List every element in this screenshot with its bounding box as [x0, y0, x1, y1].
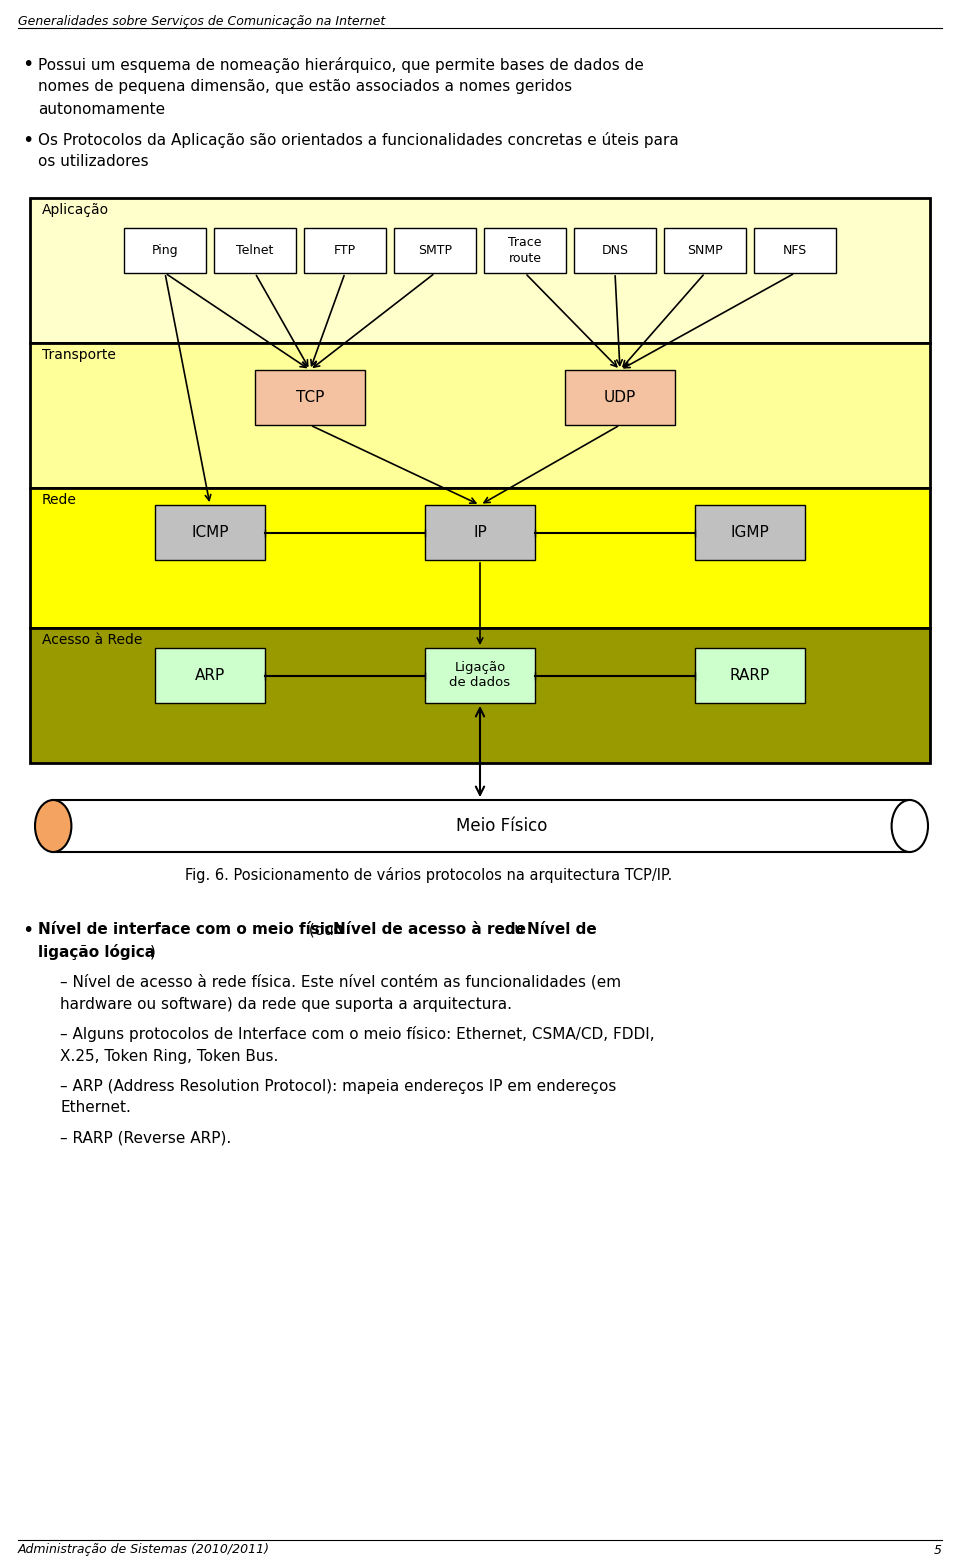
Text: Administração de Sistemas (2010/2011): Administração de Sistemas (2010/2011)	[18, 1543, 270, 1557]
Text: Nível de interface com o meio físico: Nível de interface com o meio físico	[38, 922, 345, 937]
Text: Rede: Rede	[42, 493, 77, 507]
FancyBboxPatch shape	[754, 228, 836, 272]
Text: Telnet: Telnet	[236, 244, 274, 257]
Text: ICMP: ICMP	[191, 524, 228, 540]
Text: (ou: (ou	[304, 922, 339, 937]
Text: nomes de pequena dimensão, que estão associados a nomes geridos: nomes de pequena dimensão, que estão ass…	[38, 80, 572, 94]
Text: – Nível de acesso à rede física. Este nível contém as funcionalidades (em: – Nível de acesso à rede física. Este ní…	[60, 975, 621, 989]
FancyBboxPatch shape	[214, 228, 296, 272]
Text: Transporte: Transporte	[42, 347, 116, 362]
Text: autonomamente: autonomamente	[38, 102, 165, 116]
Text: Possui um esquema de nomeação hierárquico, que permite bases de dados de: Possui um esquema de nomeação hierárquic…	[38, 56, 644, 74]
FancyBboxPatch shape	[695, 648, 805, 703]
Text: Ethernet.: Ethernet.	[60, 1100, 131, 1116]
FancyBboxPatch shape	[484, 228, 566, 272]
FancyBboxPatch shape	[155, 648, 265, 703]
FancyBboxPatch shape	[30, 199, 930, 343]
Text: Nível de: Nível de	[527, 922, 597, 937]
FancyBboxPatch shape	[124, 228, 206, 272]
Text: Meio Físico: Meio Físico	[456, 817, 547, 836]
Text: os utilizadores: os utilizadores	[38, 155, 149, 169]
Text: ligação lógica: ligação lógica	[38, 944, 156, 959]
Text: ): )	[150, 945, 156, 959]
Text: SMTP: SMTP	[418, 244, 452, 257]
Text: ou: ou	[500, 922, 529, 937]
Text: NFS: NFS	[782, 244, 807, 257]
Text: FTP: FTP	[334, 244, 356, 257]
Text: Aplicação: Aplicação	[42, 203, 109, 218]
Text: Generalidades sobre Serviços de Comunicação na Internet: Generalidades sobre Serviços de Comunica…	[18, 16, 385, 28]
FancyBboxPatch shape	[30, 628, 930, 764]
Text: 5: 5	[934, 1543, 942, 1557]
Text: Ligação
de dados: Ligação de dados	[449, 662, 511, 690]
FancyBboxPatch shape	[304, 228, 386, 272]
Text: IP: IP	[473, 524, 487, 540]
Text: TCP: TCP	[296, 390, 324, 405]
Text: •: •	[22, 920, 34, 939]
Text: •: •	[22, 55, 34, 75]
Text: hardware ou software) da rede que suporta a arquitectura.: hardware ou software) da rede que suport…	[60, 997, 512, 1011]
Text: Os Protocolos da Aplicação são orientados a funcionalidades concretas e úteis pa: Os Protocolos da Aplicação são orientado…	[38, 131, 679, 149]
Text: DNS: DNS	[602, 244, 629, 257]
Text: X.25, Token Ring, Token Bus.: X.25, Token Ring, Token Bus.	[60, 1049, 278, 1064]
Text: – Alguns protocolos de Interface com o meio físico: Ethernet, CSMA/CD, FDDI,: – Alguns protocolos de Interface com o m…	[60, 1027, 655, 1042]
FancyBboxPatch shape	[155, 505, 265, 560]
Text: ARP: ARP	[195, 668, 226, 682]
FancyBboxPatch shape	[30, 343, 930, 488]
Text: Fig. 6. Posicionamento de vários protocolos na arquitectura TCP/IP.: Fig. 6. Posicionamento de vários protoco…	[185, 867, 672, 883]
Text: Ping: Ping	[152, 244, 179, 257]
Text: Trace
route: Trace route	[508, 236, 541, 264]
FancyBboxPatch shape	[695, 505, 805, 560]
Text: UDP: UDP	[604, 390, 636, 405]
Text: Nível de acesso à rede: Nível de acesso à rede	[333, 922, 526, 937]
FancyBboxPatch shape	[30, 488, 930, 628]
FancyBboxPatch shape	[425, 648, 535, 703]
FancyBboxPatch shape	[565, 369, 675, 426]
Text: Acesso à Rede: Acesso à Rede	[42, 632, 142, 646]
Text: IGMP: IGMP	[731, 524, 769, 540]
Bar	[53, 800, 910, 851]
FancyBboxPatch shape	[664, 228, 746, 272]
Text: RARP: RARP	[730, 668, 770, 682]
FancyBboxPatch shape	[255, 369, 365, 426]
FancyBboxPatch shape	[574, 228, 656, 272]
Ellipse shape	[892, 800, 928, 851]
Text: •: •	[22, 130, 34, 150]
Text: SNMP: SNMP	[687, 244, 723, 257]
Text: – ARP (Address Resolution Protocol): mapeia endereços IP em endereços: – ARP (Address Resolution Protocol): map…	[60, 1078, 616, 1094]
FancyBboxPatch shape	[425, 505, 535, 560]
FancyBboxPatch shape	[394, 228, 476, 272]
Ellipse shape	[35, 800, 71, 851]
Text: – RARP (Reverse ARP).: – RARP (Reverse ARP).	[60, 1130, 231, 1146]
